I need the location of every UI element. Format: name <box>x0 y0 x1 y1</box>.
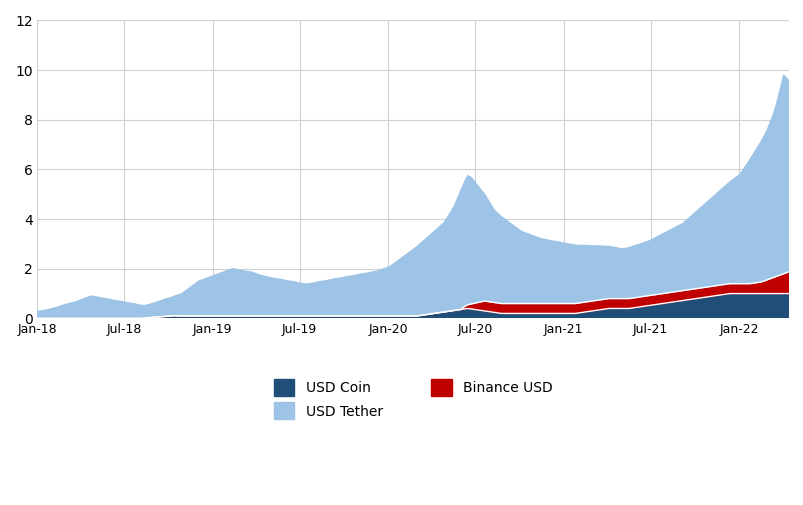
Legend: USD Coin, USD Tether, Binance USD: USD Coin, USD Tether, Binance USD <box>267 373 558 425</box>
